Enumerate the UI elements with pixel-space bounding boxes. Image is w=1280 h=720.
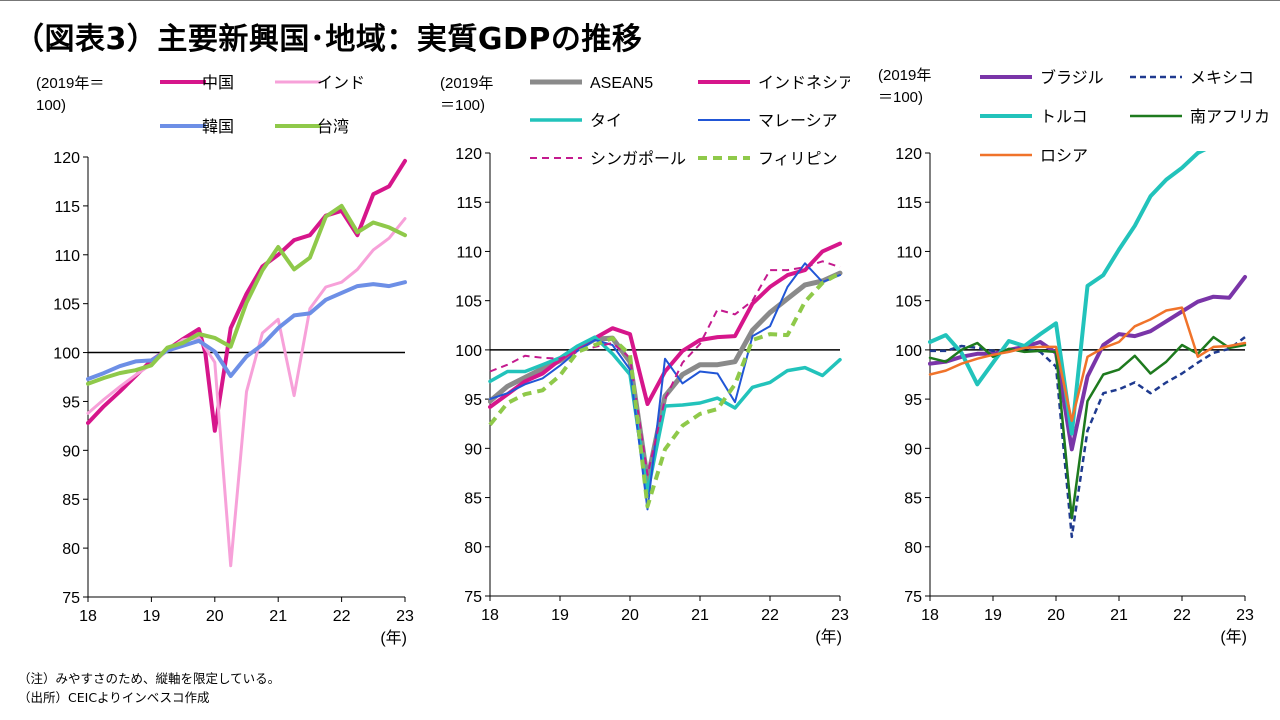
unit-label: ＝100) (440, 97, 485, 114)
series-line (488, 271, 841, 509)
legend-label: インド (317, 75, 365, 92)
series-line (86, 217, 407, 568)
y-tick-label: 75 (904, 589, 922, 606)
y-tick-label: 120 (455, 146, 482, 163)
y-tick-label: 100 (455, 343, 482, 360)
y-tick-label: 75 (464, 589, 482, 606)
series-line (928, 306, 1247, 423)
x-tick-label: 18 (481, 607, 499, 624)
x-tick-label: 22 (761, 607, 779, 624)
y-tick-label: 80 (62, 541, 80, 558)
x-tick-label: 19 (984, 607, 1002, 624)
x-unit-label: (年) (1220, 628, 1247, 646)
x-tick-label: 21 (691, 607, 709, 624)
x-tick-label: 23 (831, 607, 849, 624)
legend-label: メキシコ (1190, 70, 1254, 87)
series-line (488, 270, 843, 483)
y-tick-label: 120 (895, 146, 922, 163)
y-tick-label: 115 (54, 199, 80, 216)
y-tick-label: 105 (455, 294, 482, 311)
y-tick-label: 115 (456, 195, 482, 212)
legend-label: 南アフリカ (1190, 108, 1270, 126)
source-line: （出所）CEICよりインベスコ作成 (18, 690, 210, 705)
unit-label: (2019年＝ (36, 75, 104, 92)
y-tick-label: 95 (62, 394, 80, 411)
x-tick-label: 20 (206, 608, 224, 625)
series-line (86, 280, 407, 381)
y-tick-label: 120 (53, 150, 80, 167)
legend-label: ロシア (1040, 148, 1088, 165)
legend-label: マレーシア (758, 113, 838, 130)
note-line: （注）みやすさのため、縦軸を限定している。 (18, 671, 281, 686)
y-tick-label: 80 (464, 540, 482, 557)
x-tick-label: 23 (1236, 607, 1254, 624)
x-tick-label: 22 (333, 608, 351, 625)
y-tick-label: 115 (896, 195, 922, 212)
y-tick-label: 85 (904, 491, 922, 508)
series-line (489, 262, 841, 511)
x-unit-label: (年) (380, 629, 407, 647)
footnotes: （注）みやすさのため、縦軸を限定している。 （出所）CEICよりインベスコ作成 (18, 669, 280, 707)
x-tick-label: 20 (621, 607, 639, 624)
y-tick-label: 110 (54, 248, 80, 265)
legend-label: ブラジル (1040, 68, 1104, 87)
chart-panel-asia-majors: 75 80 85 90 95 100 105 110 115 120 18 19 20 21 22 23 (年)… (36, 74, 414, 647)
unit-label: ＝100) (878, 89, 923, 106)
y-tick-label: 95 (904, 392, 922, 409)
y-tick-label: 95 (464, 392, 482, 409)
series-line (928, 151, 1207, 436)
unit-label: 100) (36, 97, 66, 114)
chart-panel-others: 75 80 85 90 95 100 105 110 115 120 18 19 20 21 22 23 (年)… (878, 67, 1270, 646)
y-tick-label: 105 (53, 297, 80, 314)
y-tick-label: 90 (464, 441, 482, 458)
y-tick-label: 85 (62, 492, 80, 509)
series-line (928, 335, 1247, 520)
series-line (488, 335, 842, 495)
series-line (489, 260, 841, 476)
x-tick-label: 21 (269, 608, 287, 625)
unit-label: (2019年 (878, 67, 931, 84)
legend-label: ASEAN5 (590, 75, 653, 92)
x-tick-label: 19 (143, 608, 161, 625)
page-title: （図表3）主要新興国･地域：実質GDPの推移 (14, 22, 643, 57)
series-line (488, 241, 842, 409)
x-tick-label: 22 (1173, 607, 1191, 624)
y-tick-label: 110 (896, 244, 922, 261)
y-tick-label: 80 (904, 540, 922, 557)
legend-label: 韓国 (202, 118, 234, 136)
x-tick-label: 23 (396, 608, 414, 625)
x-tick-label: 19 (551, 607, 569, 624)
y-tick-label: 90 (904, 441, 922, 458)
chart-panel-asean: 75 80 85 90 95 100 105 110 115 120 18 19 20 21 22 23 (年)… (440, 74, 850, 646)
x-tick-label: 18 (79, 608, 97, 625)
x-tick-label: 21 (1110, 607, 1128, 624)
legend-label: シンガポール (590, 150, 686, 168)
y-tick-label: 75 (62, 590, 80, 607)
unit-label: (2019年 (440, 75, 493, 92)
legend-label: フィリピン (758, 151, 838, 168)
y-tick-label: 105 (895, 294, 922, 311)
series-line (928, 275, 1247, 452)
legend-label: インドネシア (758, 74, 850, 92)
top-border (0, 0, 1280, 1)
legend-label: 台湾 (317, 118, 349, 136)
legend-label: 中国 (202, 74, 234, 92)
y-tick-label: 85 (464, 491, 482, 508)
x-unit-label: (年) (815, 628, 842, 646)
series-line (930, 336, 1246, 539)
legend-label: トルコ (1040, 109, 1088, 126)
y-tick-label: 90 (62, 443, 80, 460)
series-line (86, 203, 407, 386)
x-tick-label: 20 (1047, 607, 1065, 624)
y-tick-label: 100 (895, 343, 922, 360)
y-tick-label: 100 (53, 346, 80, 363)
legend-label: タイ (590, 112, 622, 130)
x-tick-label: 18 (921, 607, 939, 624)
y-tick-label: 110 (456, 244, 482, 261)
